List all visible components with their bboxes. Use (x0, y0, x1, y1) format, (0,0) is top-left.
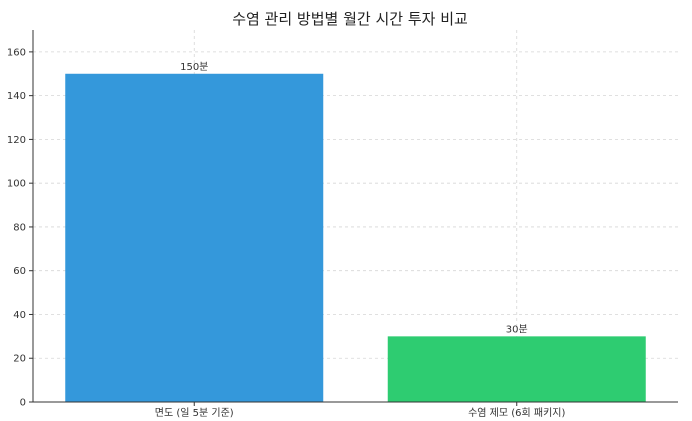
x-tick-label: 수염 제모 (6회 패키지) (468, 407, 565, 419)
bars (65, 73, 646, 402)
y-tick-label: 20 (13, 354, 26, 365)
y-tick-label: 40 (13, 310, 26, 321)
x-axis: 면도 (일 5분 기준) 수염 제모 (6회 패키지) (33, 401, 678, 419)
bar (65, 73, 324, 402)
data-labels: 150분 30분 (180, 61, 528, 336)
y-tick-label: 60 (13, 266, 26, 277)
data-label: 30분 (506, 323, 528, 335)
bar (387, 336, 646, 402)
data-label: 150분 (180, 61, 208, 73)
y-tick-label: 100 (7, 179, 26, 190)
y-tick-label: 80 (13, 222, 26, 233)
x-tick-label: 면도 (일 5분 기준) (155, 407, 234, 419)
y-tick-label: 160 (7, 47, 26, 58)
y-tick-label: 120 (7, 135, 26, 146)
y-axis: 0 20 40 60 80 100 120 140 160 (7, 30, 34, 409)
chart-title: 수염 관리 방법별 월간 시간 투자 비교 (232, 10, 468, 28)
y-tick-label: 140 (7, 91, 26, 102)
y-tick-label: 0 (20, 398, 26, 409)
